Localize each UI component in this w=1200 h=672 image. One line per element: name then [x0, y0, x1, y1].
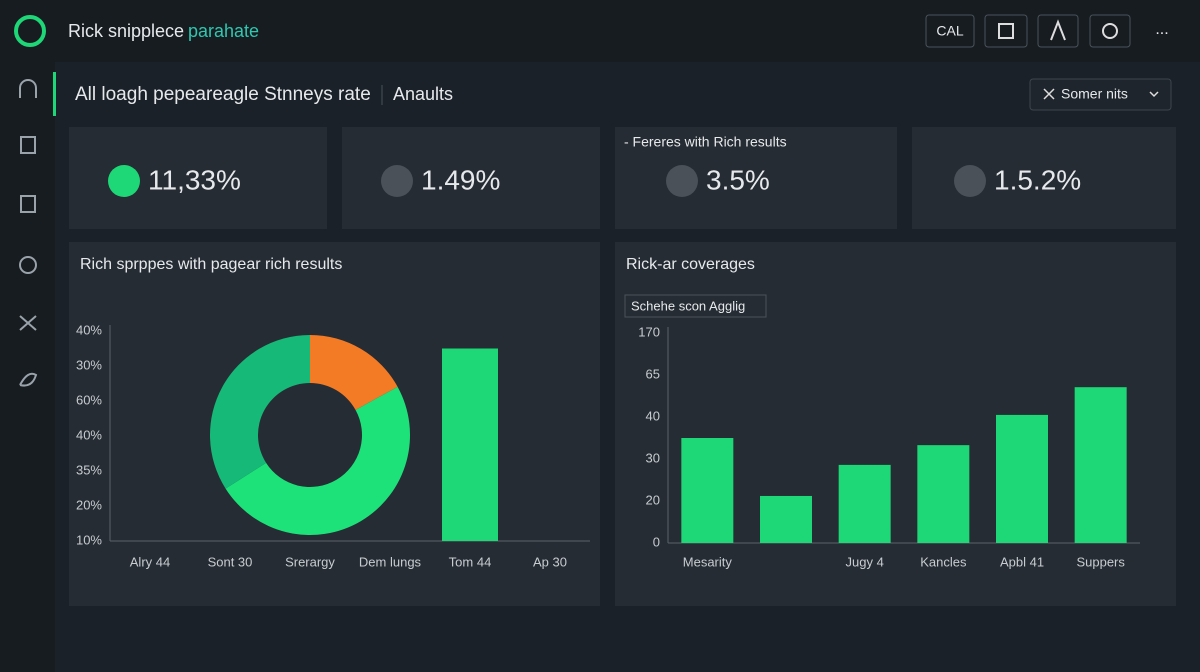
more-menu[interactable]: ...	[1155, 21, 1168, 38]
donut-segment	[310, 335, 398, 410]
y-tick-label: 35%	[76, 462, 102, 477]
y-tick-label: 10%	[76, 532, 102, 547]
legend-label: Schehe scon Agglig	[631, 298, 745, 313]
x-tick-label: Tom 44	[449, 554, 492, 569]
nav-edit[interactable]	[20, 195, 36, 213]
bar	[681, 438, 734, 543]
grid-button[interactable]	[984, 14, 1028, 48]
y-tick-label: 60%	[76, 392, 102, 407]
bar	[442, 348, 498, 541]
x-tick-label: Jugy 4	[846, 554, 884, 569]
settings-button[interactable]	[1089, 14, 1131, 48]
kpi-value: 3.5%	[706, 164, 770, 195]
panel-left	[69, 242, 600, 606]
kpi-value: 1.49%	[421, 164, 500, 195]
x-tick-label: Mesarity	[683, 554, 733, 569]
user-icon	[1050, 19, 1066, 41]
nav-link[interactable]	[19, 256, 37, 274]
y-tick-label: 170	[638, 324, 660, 339]
cal-button[interactable]	[925, 14, 975, 48]
kpi-label: - Fereres with Rich results	[624, 134, 787, 150]
y-tick-label: 40%	[76, 427, 102, 442]
kpi-icon	[666, 165, 698, 197]
page-tab[interactable]: Anaults	[393, 84, 453, 104]
logo	[14, 15, 46, 47]
page-title: All loagh pepeareagle Stnneys rate	[75, 84, 371, 105]
kpi-value: 1.5.2%	[994, 164, 1081, 195]
bar	[996, 414, 1048, 543]
grid-icon	[998, 23, 1014, 39]
chart-title: Rich sprppes with pagear rich results	[80, 256, 342, 273]
kpi-value: 11,33%	[148, 164, 241, 195]
sidebar-icons	[19, 79, 38, 387]
nav-docs[interactable]	[20, 136, 36, 154]
filter-label: Somer nits	[1061, 86, 1128, 102]
filter-caret	[1149, 91, 1159, 98]
y-tick-label: 40	[646, 408, 660, 423]
cal-label: CAL	[936, 23, 963, 39]
y-tick-label: 30	[646, 450, 660, 465]
y-tick-label: 20%	[76, 497, 102, 512]
app-title-accent: parahate	[188, 21, 259, 41]
kpi-card	[615, 127, 897, 229]
settings-icon	[1102, 23, 1118, 39]
kpi-icon	[381, 165, 413, 197]
nav-indicator	[53, 72, 56, 116]
nav-social[interactable]	[19, 372, 38, 387]
x-tick-label: Alry 44	[130, 554, 170, 569]
nav-home[interactable]	[19, 79, 37, 98]
y-tick-label: 30%	[76, 357, 102, 372]
chart-title: Rick-ar coverages	[626, 256, 755, 273]
x-tick-label: Ap 30	[533, 554, 567, 569]
y-tick-label: 0	[653, 534, 660, 549]
bar	[838, 464, 891, 543]
legend-box	[624, 294, 767, 318]
y-tick-label: 40%	[76, 322, 102, 337]
x-tick-label: Sont 30	[208, 554, 253, 569]
app-title: Rick snipplece	[68, 21, 184, 41]
x-tick-label: Suppers	[1076, 554, 1125, 569]
y-tick-label: 65	[646, 366, 660, 381]
nav-tools[interactable]	[19, 315, 37, 331]
kpi-icon	[954, 165, 986, 197]
filter-dropdown[interactable]	[1029, 78, 1172, 111]
filter-clear[interactable]	[1043, 88, 1055, 100]
donut-segment	[225, 386, 410, 535]
x-tick-label: Dem lungs	[359, 554, 422, 569]
user-button[interactable]	[1037, 14, 1079, 48]
bar	[760, 495, 812, 543]
kpi-icon	[108, 165, 140, 197]
bar	[917, 445, 970, 543]
donut-segment	[210, 335, 310, 489]
y-tick-label: 20	[646, 492, 660, 507]
x-tick-label: Apbl 41	[1000, 554, 1044, 569]
x-tick-label: Srerargy	[285, 554, 335, 569]
x-tick-label: Kancles	[920, 554, 967, 569]
bar	[1074, 387, 1127, 543]
sidebar	[0, 62, 55, 672]
